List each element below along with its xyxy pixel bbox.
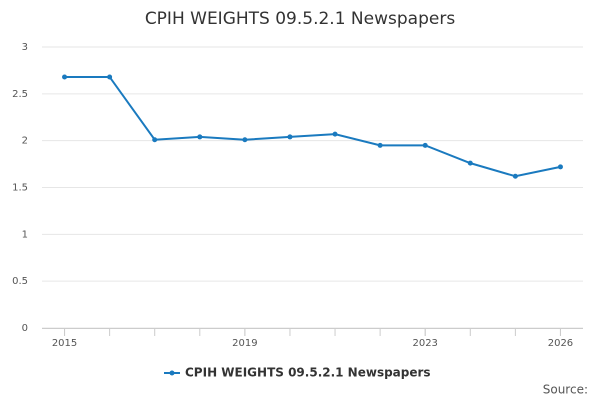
data-point xyxy=(242,137,248,143)
legend-label: CPIH WEIGHTS 09.5.2.1 Newspapers xyxy=(185,366,431,380)
y-tick-label: 0.5 xyxy=(12,276,28,287)
data-point xyxy=(287,134,293,140)
data-point xyxy=(197,134,203,140)
data-point xyxy=(152,137,158,143)
data-point xyxy=(377,142,383,148)
source-note: Source: xyxy=(543,383,588,397)
data-point xyxy=(332,131,338,137)
data-point xyxy=(62,74,68,80)
y-tick-label: 0 xyxy=(22,323,28,334)
x-tick-label: 2015 xyxy=(52,338,77,349)
y-tick-label: 2 xyxy=(22,136,28,147)
x-tick-label: 2023 xyxy=(412,338,437,349)
data-point xyxy=(467,160,473,166)
y-tick-label: 1.5 xyxy=(12,183,28,194)
x-tick-label: 2019 xyxy=(232,338,257,349)
data-point xyxy=(557,164,563,170)
y-tick-label: 2.5 xyxy=(12,89,28,100)
y-tick-label: 1 xyxy=(22,229,28,240)
series-line xyxy=(64,75,561,178)
x-tick-label: 2026 xyxy=(548,338,573,349)
chart-title: CPIH WEIGHTS 09.5.2.1 Newspapers xyxy=(145,9,456,29)
y-tick-label: 3 xyxy=(22,42,28,53)
data-point xyxy=(512,173,518,179)
data-point xyxy=(107,74,113,80)
legend-marker xyxy=(169,370,175,376)
data-point xyxy=(422,142,428,148)
